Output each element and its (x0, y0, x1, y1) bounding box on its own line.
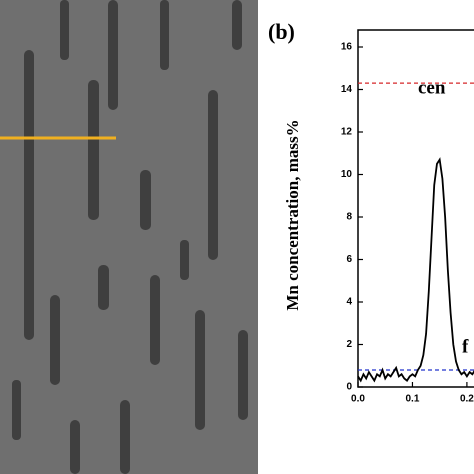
y-tick-label: 10 (341, 169, 353, 180)
y-tick-label: 16 (341, 42, 353, 53)
x-tick-label: 0.2 (460, 394, 474, 405)
y-tick-label: 14 (341, 84, 353, 95)
panel-label: (b) (268, 19, 295, 44)
data-line (357, 157, 474, 383)
plot-frame (357, 29, 474, 388)
y-tick-label: 12 (341, 127, 353, 138)
annotation: f (462, 336, 469, 357)
annotation: cen (418, 77, 446, 98)
y-tick-label: 8 (346, 212, 352, 223)
micrograph (0, 0, 258, 474)
y-tick-label: 0 (346, 382, 352, 393)
y-tick-label: 6 (346, 254, 352, 265)
x-tick-label: 0.0 (351, 394, 365, 405)
y-tick-label: 4 (346, 297, 352, 308)
x-tick-label: 0.1 (406, 394, 420, 405)
y-tick-label: 2 (346, 339, 352, 350)
precipitates (12, 0, 248, 474)
y-axis-label: Mn concentration, mass% (283, 119, 302, 310)
plot: 0 2 4 6 8 10 12 14 16 0.0 0.1 0.2 cen f (341, 29, 474, 405)
